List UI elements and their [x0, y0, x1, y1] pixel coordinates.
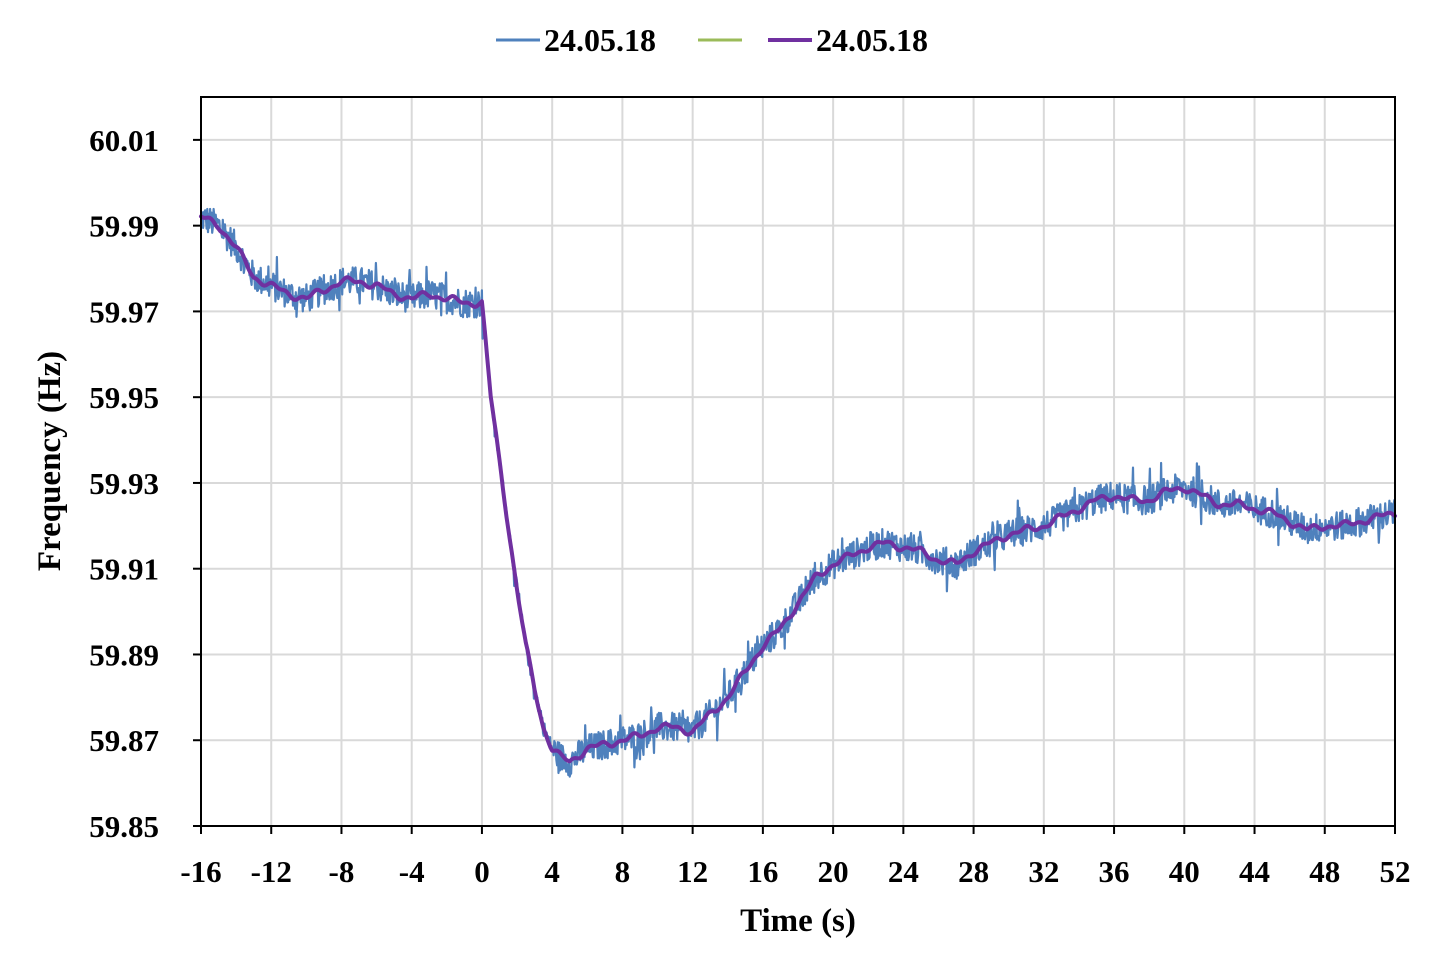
- x-tick-label: 16: [747, 854, 778, 889]
- x-tick-label: -12: [251, 854, 292, 889]
- x-axis-title: Time (s): [740, 903, 856, 939]
- legend-label-series-1: 24.05.18: [544, 22, 656, 58]
- x-tick-labels: -16 -12 -8 -4 0 4 8 12 16 20 24 28 32 36 40 44 48 52: [180, 854, 1410, 889]
- series-layer: [199, 207, 1397, 778]
- x-tick-label: 20: [818, 854, 849, 889]
- x-tick-label: 28: [958, 854, 989, 889]
- y-tick-label: 59.85: [89, 809, 159, 844]
- series-line-raw: [200, 207, 1397, 778]
- x-tick-label: 4: [544, 854, 560, 889]
- x-tick-label: 32: [1028, 854, 1059, 889]
- y-tick-label: 59.93: [89, 466, 159, 501]
- y-tick-label: 59.91: [89, 552, 159, 587]
- legend-label-series-3: 24.05.18: [816, 22, 928, 58]
- x-tick-label: 24: [888, 854, 919, 889]
- x-tick-label: -4: [399, 854, 425, 889]
- y-tick-label: 59.97: [89, 294, 159, 329]
- gridlines: [201, 97, 1395, 826]
- x-tick-label: 52: [1380, 854, 1411, 889]
- y-tick-labels: 59.85 59.87 59.89 59.91 59.93 59.95 59.97 59.99…: [89, 123, 159, 844]
- y-tick-label: 59.99: [89, 209, 159, 244]
- x-tick-label: 12: [677, 854, 708, 889]
- x-tick-label: -16: [180, 854, 221, 889]
- plot-area-frame: [200, 96, 1396, 827]
- x-tick-label: 44: [1239, 854, 1270, 889]
- x-tick-label: 36: [1099, 854, 1130, 889]
- legend: 24.05.18 24.05.18: [496, 22, 928, 58]
- x-tick-label: 0: [474, 854, 490, 889]
- y-tick-label: 59.87: [89, 723, 159, 758]
- y-tick-label: 59.95: [89, 380, 159, 415]
- y-tick-label: 60.01: [89, 123, 159, 158]
- y-tick-label: 59.89: [89, 637, 159, 672]
- series-line-smoothed: [199, 214, 1397, 764]
- x-tick-label: -8: [329, 854, 355, 889]
- x-tick-label: 48: [1309, 854, 1340, 889]
- y-axis-title: Frequency (Hz): [32, 351, 68, 571]
- tick-marks: [193, 138, 1396, 834]
- x-tick-label: 8: [615, 854, 631, 889]
- x-tick-label: 40: [1169, 854, 1200, 889]
